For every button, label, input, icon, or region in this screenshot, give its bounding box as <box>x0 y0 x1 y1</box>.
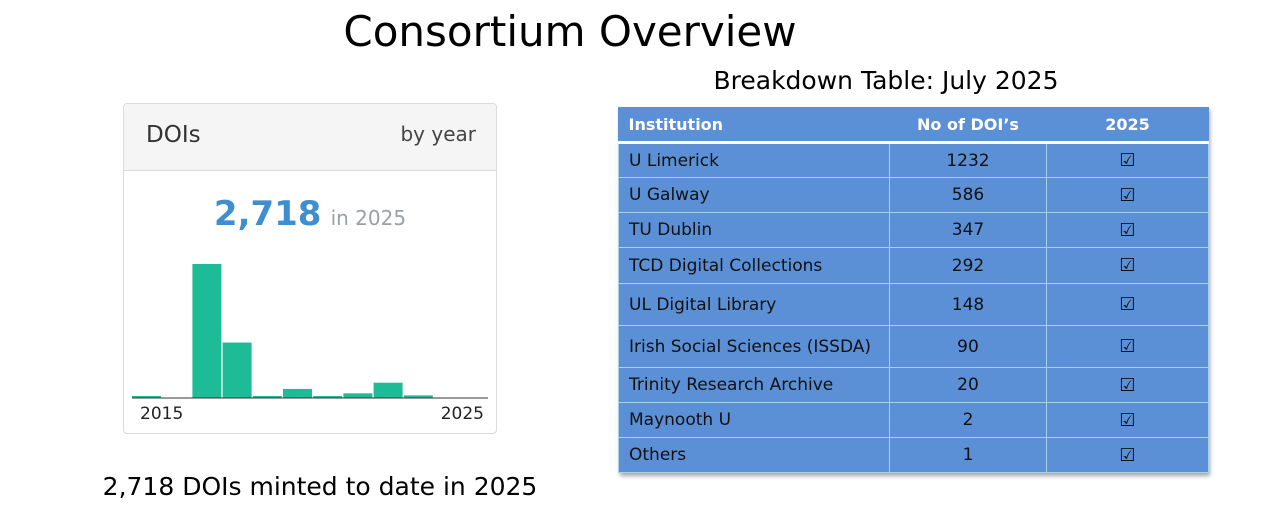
institution-cell: UL Digital Library <box>618 283 890 326</box>
breakdown-table: Institution No of DOI’s 2025 U Limerick … <box>618 107 1209 473</box>
bar-2022 <box>343 393 373 398</box>
checkbox-icon: ☑ <box>1046 247 1209 284</box>
count-cell: 2 <box>889 402 1047 438</box>
summary-caption: 2,718 DOIs minted to date in 2025 <box>102 472 538 501</box>
count-cell: 1232 <box>889 142 1047 178</box>
table-row: Irish Social Sciences (ISSDA) 90 ☑ <box>618 325 1209 368</box>
column-header-institution: Institution <box>618 107 890 144</box>
dois-bar-chart: 2015 2025 <box>132 250 488 430</box>
checkbox-icon: ☑ <box>1046 142 1209 178</box>
checkbox-icon: ☑ <box>1046 212 1209 248</box>
bar-2021 <box>313 396 343 398</box>
institution-cell: Irish Social Sciences (ISSDA) <box>618 325 890 368</box>
table-row: Trinity Research Archive 20 ☑ <box>618 367 1209 403</box>
count-cell: 292 <box>889 247 1047 284</box>
column-header-year: 2025 <box>1046 107 1209 144</box>
column-header-count: No of DOI’s <box>889 107 1047 144</box>
count-cell: 1 <box>889 437 1047 473</box>
count-cell: 148 <box>889 283 1047 326</box>
bar-2018 <box>222 342 252 398</box>
checkbox-icon: ☑ <box>1046 283 1209 326</box>
card-header: DOIs by year <box>124 104 496 171</box>
institution-cell: U Galway <box>618 177 890 213</box>
table-row: U Limerick 1232 ☑ <box>618 142 1209 178</box>
page-title: Consortium Overview <box>343 7 797 56</box>
count-cell: 20 <box>889 367 1047 403</box>
checkbox-icon: ☑ <box>1046 437 1209 473</box>
table-row: TU Dublin 347 ☑ <box>618 212 1209 248</box>
breakdown-table-wrapper: Institution No of DOI’s 2025 U Limerick … <box>618 107 1209 473</box>
checkbox-icon: ☑ <box>1046 367 1209 403</box>
total-dois-suffix: in 2025 <box>330 206 407 230</box>
table-row: TCD Digital Collections 292 ☑ <box>618 247 1209 284</box>
card-header-title: DOIs <box>146 122 201 148</box>
x-tick-last: 2025 <box>440 404 484 424</box>
bar-2015 <box>132 396 161 398</box>
count-cell: 90 <box>889 325 1047 368</box>
table-title: Breakdown Table: July 2025 <box>713 66 1059 95</box>
table-row: UL Digital Library 148 ☑ <box>618 283 1209 326</box>
table-row: Others 1 ☑ <box>618 437 1209 473</box>
table-row: Maynooth U 2 ☑ <box>618 402 1209 438</box>
institution-cell: Trinity Research Archive <box>618 367 890 403</box>
total-dois-value: 2,718 <box>213 194 322 234</box>
bar-chart-svg <box>132 264 488 399</box>
table-header-row: Institution No of DOI’s 2025 <box>618 107 1209 144</box>
total-stat: 2,718 in 2025 <box>124 194 496 234</box>
checkbox-icon: ☑ <box>1046 177 1209 213</box>
card-header-period: by year <box>400 122 476 146</box>
bar-2017 <box>192 264 222 398</box>
checkbox-icon: ☑ <box>1046 402 1209 438</box>
checkbox-icon: ☑ <box>1046 325 1209 368</box>
institution-cell: U Limerick <box>618 142 890 178</box>
bar-2019 <box>252 396 282 398</box>
bar-2020 <box>283 388 312 398</box>
institution-cell: Others <box>618 437 890 473</box>
institution-cell: TU Dublin <box>618 212 890 248</box>
bar-2024 <box>403 395 433 398</box>
x-tick-first: 2015 <box>140 404 184 424</box>
institution-cell: TCD Digital Collections <box>618 247 890 284</box>
count-cell: 347 <box>889 212 1047 248</box>
table-row: U Galway 586 ☑ <box>618 177 1209 213</box>
bar-2023 <box>373 382 403 398</box>
institution-cell: Maynooth U <box>618 402 890 438</box>
dois-by-year-card: DOIs by year 2,718 in 2025 2015 2025 <box>123 103 497 434</box>
count-cell: 586 <box>889 177 1047 213</box>
